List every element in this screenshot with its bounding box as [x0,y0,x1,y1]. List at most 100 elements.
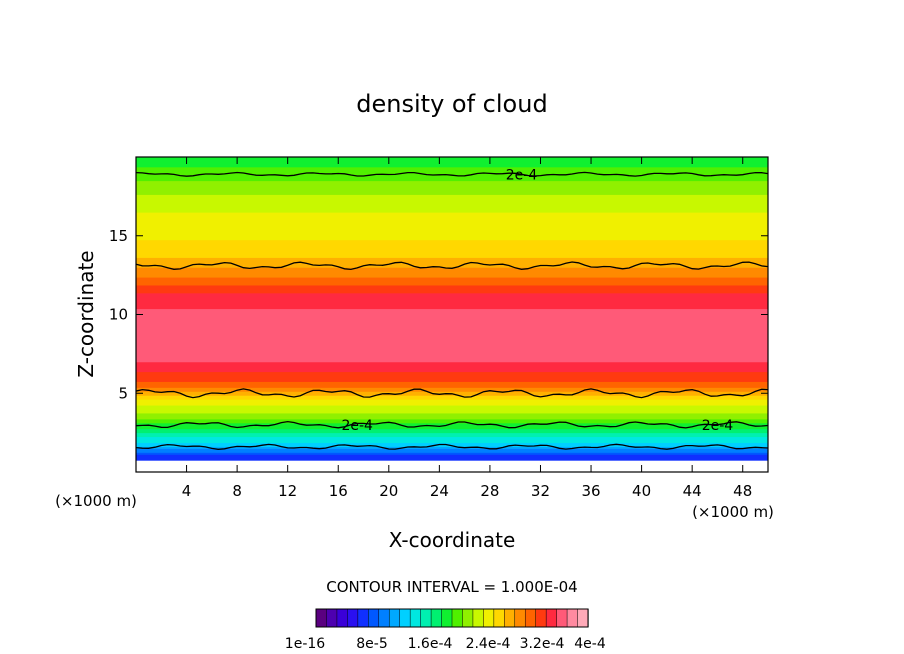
density-band [136,373,768,377]
colorbar-swatch [315,608,328,628]
density-band [136,162,768,166]
density-band [136,386,768,390]
density-band [136,282,768,286]
y-tick-label: 5 [118,384,128,402]
colorbar-swatch [441,608,453,628]
contour-interval-note: CONTOUR INTERVAL = 1.000E-04 [326,578,577,596]
density-band [136,170,768,174]
density-band [136,243,768,247]
density-band [136,298,768,302]
density-band [136,420,768,424]
density-band [136,361,768,365]
density-band [136,188,768,191]
colorbar-swatch [378,608,390,628]
x-tick-label: 28 [480,482,499,500]
density-band [136,270,768,274]
density-band [136,398,768,402]
density-band [136,229,768,233]
density-band [136,264,768,268]
density-band [136,205,768,209]
density-band [136,337,768,341]
colorbar-swatch [524,608,537,628]
density-band [136,182,768,186]
density-band [136,438,768,441]
density-band [136,432,768,436]
density-band [136,186,768,189]
density-band [136,339,768,343]
density-band [136,408,768,412]
colorbar-tick-label: 4e-4 [574,636,606,652]
density-band [136,201,768,205]
density-band [136,380,768,384]
density-band [136,447,768,451]
density-band [136,227,768,231]
density-band [136,426,768,430]
colorbar-swatch [368,608,380,628]
density-band [136,176,768,180]
density-band [136,355,768,359]
density-band [136,272,768,276]
density-band [136,268,768,272]
density-band [136,168,768,172]
density-band [136,164,768,168]
contour-label: 2e-4 [341,418,373,434]
density-band [136,280,768,284]
density-band [136,189,768,193]
density-band [136,160,768,164]
colorbar-swatch [388,608,401,628]
density-band [136,278,768,282]
contour-line [136,443,768,450]
density-band [136,260,768,264]
density-band [136,241,768,245]
density-band [136,195,768,199]
density-band [136,343,768,347]
density-band [136,237,768,241]
density-band [136,211,768,215]
density-band [136,416,768,420]
density-band [136,239,768,243]
density-band [136,249,768,252]
density-band [136,197,768,201]
density-band [136,317,768,321]
x-tick-label: 24 [430,482,449,500]
density-band [136,302,768,306]
density-band [136,367,768,371]
colorbar-swatch [451,608,464,628]
density-band [136,166,768,170]
contour-label: 2e-4 [702,418,734,434]
density-band [136,359,768,363]
density-band [136,321,768,325]
density-band [136,314,768,317]
colorbar-swatch [430,608,443,628]
density-band [136,300,768,304]
colorbar-tick-label: 1e-16 [285,636,325,652]
density-band [136,217,768,221]
density-band [136,247,768,251]
colorbar-swatch [347,608,359,628]
density-band [136,312,768,315]
contour-line [136,388,768,399]
density-band [136,256,768,260]
density-band [136,390,768,394]
density-band [136,254,768,258]
density-band [136,418,768,422]
density-band [136,262,768,266]
density-band [136,449,768,453]
y-tick-label: 10 [109,306,128,324]
density-band [136,276,768,280]
density-band [136,400,768,404]
colorbar-swatch [357,608,369,628]
density-band [136,180,768,184]
density-band [136,319,768,323]
density-band [136,406,768,410]
colorbar-swatch [556,608,568,628]
density-band [136,365,768,369]
density-band [136,284,768,288]
density-band [136,223,768,227]
density-band [136,157,768,160]
density-band [136,428,768,432]
colorbar-swatch [493,608,505,628]
x-axis-unit-right: (×1000 m) [692,503,774,521]
density-band [136,323,768,327]
density-band [136,308,768,312]
